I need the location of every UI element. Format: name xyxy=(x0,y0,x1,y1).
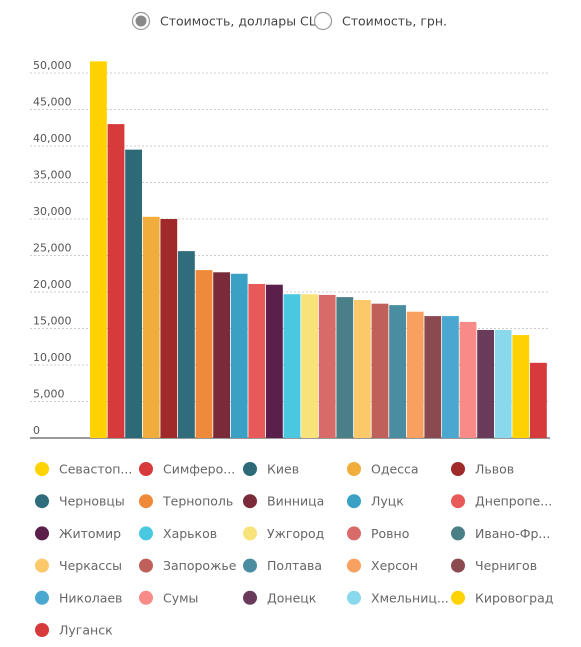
legend-label[interactable]: Севастоп... xyxy=(59,462,132,477)
legend-label[interactable]: Тернополь xyxy=(162,494,233,509)
bar xyxy=(195,270,213,438)
legend-dot[interactable] xyxy=(35,462,49,476)
bar xyxy=(301,294,318,438)
legend-label[interactable]: Харьков xyxy=(163,526,217,541)
legend-dot[interactable] xyxy=(451,558,465,573)
bar xyxy=(442,316,459,438)
bar xyxy=(494,329,512,438)
legend-dot[interactable] xyxy=(451,494,465,509)
legend-label[interactable]: Луцк xyxy=(371,494,404,509)
bar xyxy=(178,251,195,438)
radio-label[interactable]: Стоимость, доллары США xyxy=(160,14,331,29)
legend-dot[interactable] xyxy=(139,558,153,573)
legend-dot[interactable] xyxy=(347,462,361,476)
y-tick-label: 40,000 xyxy=(33,132,72,145)
legend-dot[interactable] xyxy=(35,558,49,573)
bar xyxy=(459,321,477,438)
legend-dot[interactable] xyxy=(243,590,257,605)
legend-dot[interactable] xyxy=(139,494,153,509)
radio-button[interactable] xyxy=(313,11,333,31)
bar xyxy=(107,124,125,438)
legend-label[interactable]: Запорожье xyxy=(163,558,237,573)
legend-dot[interactable] xyxy=(139,526,153,541)
y-tick-label: 0 xyxy=(33,424,40,437)
bar xyxy=(160,219,178,438)
legend-label[interactable]: Черкассы xyxy=(59,558,122,573)
legend-label[interactable]: Киев xyxy=(267,462,299,477)
legend-dot[interactable] xyxy=(243,462,257,476)
bar xyxy=(90,61,107,438)
legend-label[interactable]: Сумы xyxy=(163,590,198,605)
legend-dot[interactable] xyxy=(35,623,49,637)
radio-label[interactable]: Стоимость, грн. xyxy=(342,14,447,29)
legend-dot[interactable] xyxy=(35,494,49,509)
legend-label[interactable]: Николаев xyxy=(59,590,122,605)
legend-label[interactable]: Симферо... xyxy=(163,462,235,477)
legend-dot[interactable] xyxy=(451,526,465,541)
bar xyxy=(424,316,442,438)
legend-dot[interactable] xyxy=(139,590,153,605)
legend-label[interactable]: Ивано-Фр... xyxy=(475,526,550,541)
y-tick-label: 45,000 xyxy=(33,96,72,109)
legend-dot[interactable] xyxy=(347,590,361,605)
bar xyxy=(512,335,530,438)
legend-dot[interactable] xyxy=(35,590,49,605)
legend-dot[interactable] xyxy=(347,526,361,541)
legend-label[interactable]: Ужгород xyxy=(267,526,324,541)
legend-label[interactable]: Херсон xyxy=(371,558,418,573)
bar xyxy=(336,297,354,438)
y-tick-label: 10,000 xyxy=(33,351,72,364)
bar xyxy=(125,149,142,438)
legend-label[interactable]: Кировоград xyxy=(475,590,553,605)
legend-label[interactable]: Хмельниц... xyxy=(371,590,449,605)
legend-label[interactable]: Львов xyxy=(475,462,514,477)
legend-dot[interactable] xyxy=(243,494,257,509)
legend-label[interactable]: Днепропе... xyxy=(475,494,552,509)
bar xyxy=(318,294,336,438)
legend-label[interactable]: Полтава xyxy=(267,558,322,573)
y-tick-label: 20,000 xyxy=(33,278,72,291)
bar xyxy=(248,283,266,438)
legend-dot[interactable] xyxy=(35,526,49,541)
bar xyxy=(389,305,406,438)
bar xyxy=(477,329,494,438)
bar xyxy=(354,300,371,438)
legend-dot[interactable] xyxy=(139,462,153,476)
legend-dot[interactable] xyxy=(347,558,361,573)
legend-dot[interactable] xyxy=(451,590,465,605)
legend-dot[interactable] xyxy=(347,494,361,509)
legend-label[interactable]: Винница xyxy=(267,494,324,509)
y-tick-label: 35,000 xyxy=(33,169,72,182)
bar xyxy=(371,303,389,438)
bar xyxy=(406,311,424,438)
bar xyxy=(230,273,248,438)
y-tick-label: 25,000 xyxy=(33,242,72,255)
y-tick-label: 30,000 xyxy=(33,205,72,218)
y-tick-label: 5,000 xyxy=(33,388,65,401)
bar xyxy=(142,216,160,438)
legend-label[interactable]: Ровно xyxy=(371,526,409,541)
bar xyxy=(283,294,301,438)
y-tick-label: 15,000 xyxy=(33,315,72,328)
legend-dot[interactable] xyxy=(243,558,257,573)
legend-label[interactable]: Одесса xyxy=(371,462,419,477)
legend-label[interactable]: Чернигов xyxy=(475,558,537,573)
legend-dot[interactable] xyxy=(451,462,465,476)
legend-label[interactable]: Черновцы xyxy=(59,494,125,509)
y-tick-label: 50,000 xyxy=(33,59,72,72)
bar xyxy=(530,362,547,438)
legend-label[interactable]: Донецк xyxy=(267,590,317,605)
bar xyxy=(213,272,230,438)
legend-label[interactable]: Житомир xyxy=(59,526,121,541)
legend-label[interactable]: Луганск xyxy=(59,623,113,638)
legend-dot[interactable] xyxy=(243,526,257,541)
radio-dot xyxy=(135,15,147,27)
bar xyxy=(266,284,283,438)
